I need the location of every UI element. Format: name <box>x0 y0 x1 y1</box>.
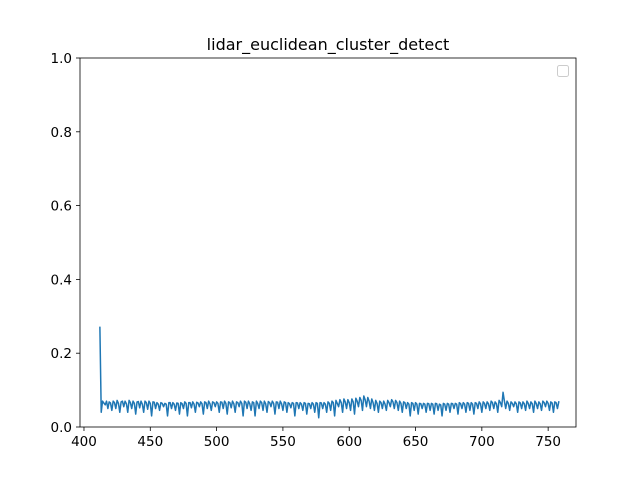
y-tick-label: 0.4 <box>51 272 72 288</box>
axes-frame <box>79 57 577 428</box>
y-tick-label: 0.6 <box>51 199 72 215</box>
y-tick-label: 0.8 <box>51 125 72 141</box>
chart-title: lidar_euclidean_cluster_detect <box>207 35 450 55</box>
x-tick-label: 400 <box>71 434 97 450</box>
plot-layer <box>99 326 560 419</box>
x-tick-label: 500 <box>204 434 230 450</box>
series-line <box>99 326 560 419</box>
y-tick-label: 0.0 <box>51 420 72 436</box>
x-tick-label: 550 <box>270 434 296 450</box>
legend-box <box>557 65 569 77</box>
y-tick-label: 0.2 <box>51 346 72 362</box>
x-tick-label: 650 <box>403 434 429 450</box>
x-tick-label: 750 <box>535 434 561 450</box>
x-tick-label: 600 <box>336 434 362 450</box>
y-tick-label: 1.0 <box>51 51 72 67</box>
x-tick-label: 700 <box>469 434 495 450</box>
axes-layer: 400 450 500 550 600 650 700 750 0.0 0.2 0.4 0.6 0.8 1… <box>51 51 577 450</box>
x-tick-label: 450 <box>137 434 163 450</box>
